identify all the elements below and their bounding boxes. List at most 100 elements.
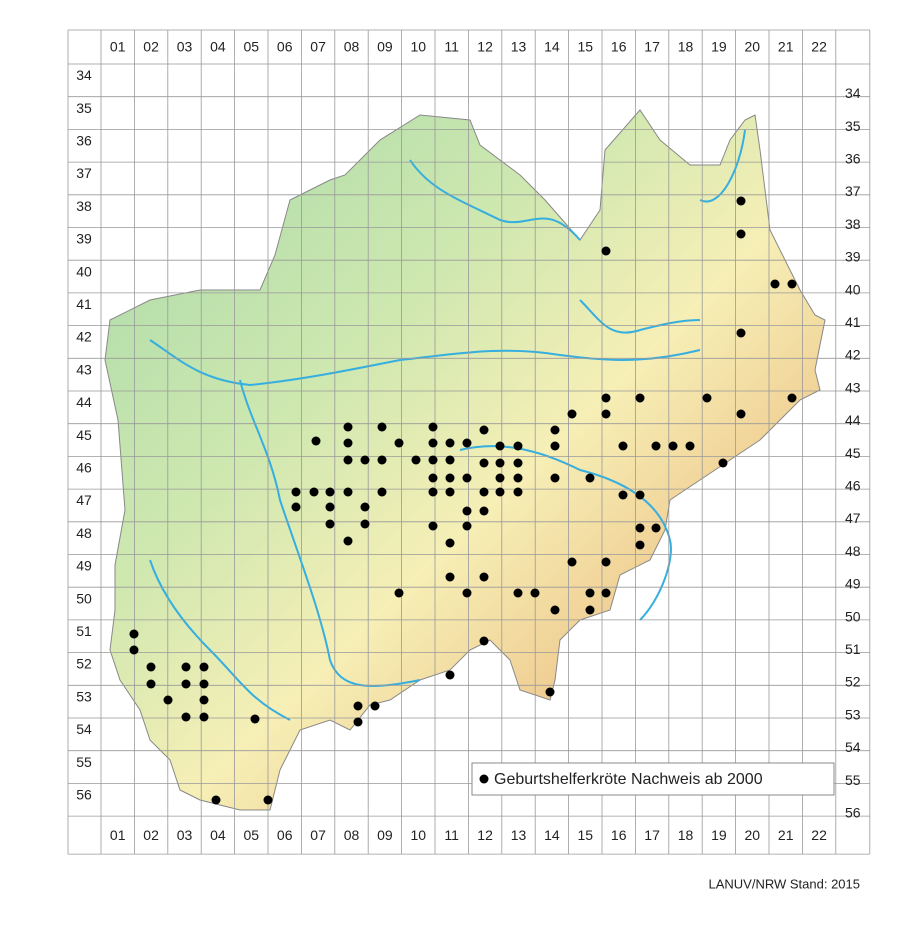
record-dot (129, 629, 139, 639)
column-label: 19 (711, 827, 727, 843)
record-dot (428, 438, 438, 448)
record-dot (479, 572, 489, 582)
record-dot (445, 473, 455, 483)
column-label: 15 (578, 827, 594, 843)
record-dot (445, 438, 455, 448)
record-dot (601, 557, 611, 567)
record-dot (353, 701, 363, 711)
record-dot (325, 519, 335, 529)
column-label: 20 (745, 39, 761, 55)
row-label: 46 (845, 477, 861, 493)
record-dot (787, 393, 797, 403)
record-dot (685, 441, 695, 451)
record-dot (585, 605, 595, 615)
column-label: 05 (244, 827, 260, 843)
record-dot (146, 662, 156, 672)
row-label: 52 (845, 674, 861, 690)
legend-label: Geburtshelferkröte Nachweis ab 2000 (494, 771, 763, 788)
row-label: 45 (76, 427, 92, 443)
record-dot (479, 425, 489, 435)
column-label: 20 (745, 827, 761, 843)
row-label: 38 (76, 198, 92, 214)
record-dot (618, 490, 628, 500)
record-dot (479, 487, 489, 497)
record-dot (651, 441, 661, 451)
record-dot (428, 473, 438, 483)
row-label: 35 (845, 118, 861, 134)
record-dot (199, 695, 209, 705)
record-dot (601, 409, 611, 419)
record-dot (513, 458, 523, 468)
column-label: 13 (511, 39, 527, 55)
row-label: 34 (845, 85, 861, 101)
record-dot (199, 662, 209, 672)
row-label: 38 (845, 216, 861, 232)
column-label: 09 (377, 39, 393, 55)
column-label: 12 (477, 827, 493, 843)
row-label: 41 (76, 296, 92, 312)
record-dot (343, 487, 353, 497)
row-label: 40 (845, 281, 861, 297)
row-label: 54 (76, 721, 92, 737)
record-dot (445, 670, 455, 680)
record-dot (199, 712, 209, 722)
record-dot (530, 588, 540, 598)
column-label: 07 (310, 39, 326, 55)
grid (67, 29, 871, 855)
records (129, 196, 797, 805)
record-dot (211, 795, 221, 805)
record-dot (601, 588, 611, 598)
record-dot (550, 473, 560, 483)
column-label: 02 (143, 827, 159, 843)
column-label: 22 (811, 39, 827, 55)
row-label: 50 (76, 590, 92, 606)
record-dot (377, 422, 387, 432)
record-dot (495, 441, 505, 451)
record-dot (618, 441, 628, 451)
record-dot (702, 393, 712, 403)
row-label: 51 (76, 623, 92, 639)
record-dot (377, 455, 387, 465)
row-label: 53 (845, 706, 861, 722)
row-label: 37 (845, 183, 861, 199)
record-dot (360, 519, 370, 529)
row-label: 48 (76, 525, 92, 541)
record-dot (353, 717, 363, 727)
record-dot (545, 687, 555, 697)
column-label: 12 (477, 39, 493, 55)
row-label: 43 (76, 361, 92, 377)
row-label: 36 (845, 150, 861, 166)
record-dot (311, 436, 321, 446)
record-dot (343, 455, 353, 465)
column-label: 16 (611, 827, 627, 843)
record-dot (479, 506, 489, 516)
column-label: 13 (511, 827, 527, 843)
record-dot (736, 229, 746, 239)
column-label: 07 (310, 827, 326, 843)
column-label: 14 (544, 827, 560, 843)
row-label: 47 (76, 492, 92, 508)
state-area (104, 109, 826, 811)
legend-symbol (479, 774, 489, 784)
column-label: 03 (177, 827, 193, 843)
record-dot (550, 605, 560, 615)
record-dot (181, 712, 191, 722)
row-label: 47 (845, 510, 861, 526)
row-label: 34 (76, 67, 92, 83)
record-dot (370, 701, 380, 711)
row-label: 35 (76, 100, 92, 116)
record-dot (445, 487, 455, 497)
column-label: 14 (544, 39, 560, 55)
record-dot (343, 422, 353, 432)
row-label: 39 (845, 249, 861, 265)
column-label: 16 (611, 39, 627, 55)
row-label: 43 (845, 379, 861, 395)
record-dot (462, 521, 472, 531)
column-label: 11 (444, 827, 459, 843)
record-dot (163, 695, 173, 705)
record-dot (146, 679, 156, 689)
record-dot (411, 455, 421, 465)
row-label: 41 (845, 314, 861, 330)
record-dot (585, 588, 595, 598)
